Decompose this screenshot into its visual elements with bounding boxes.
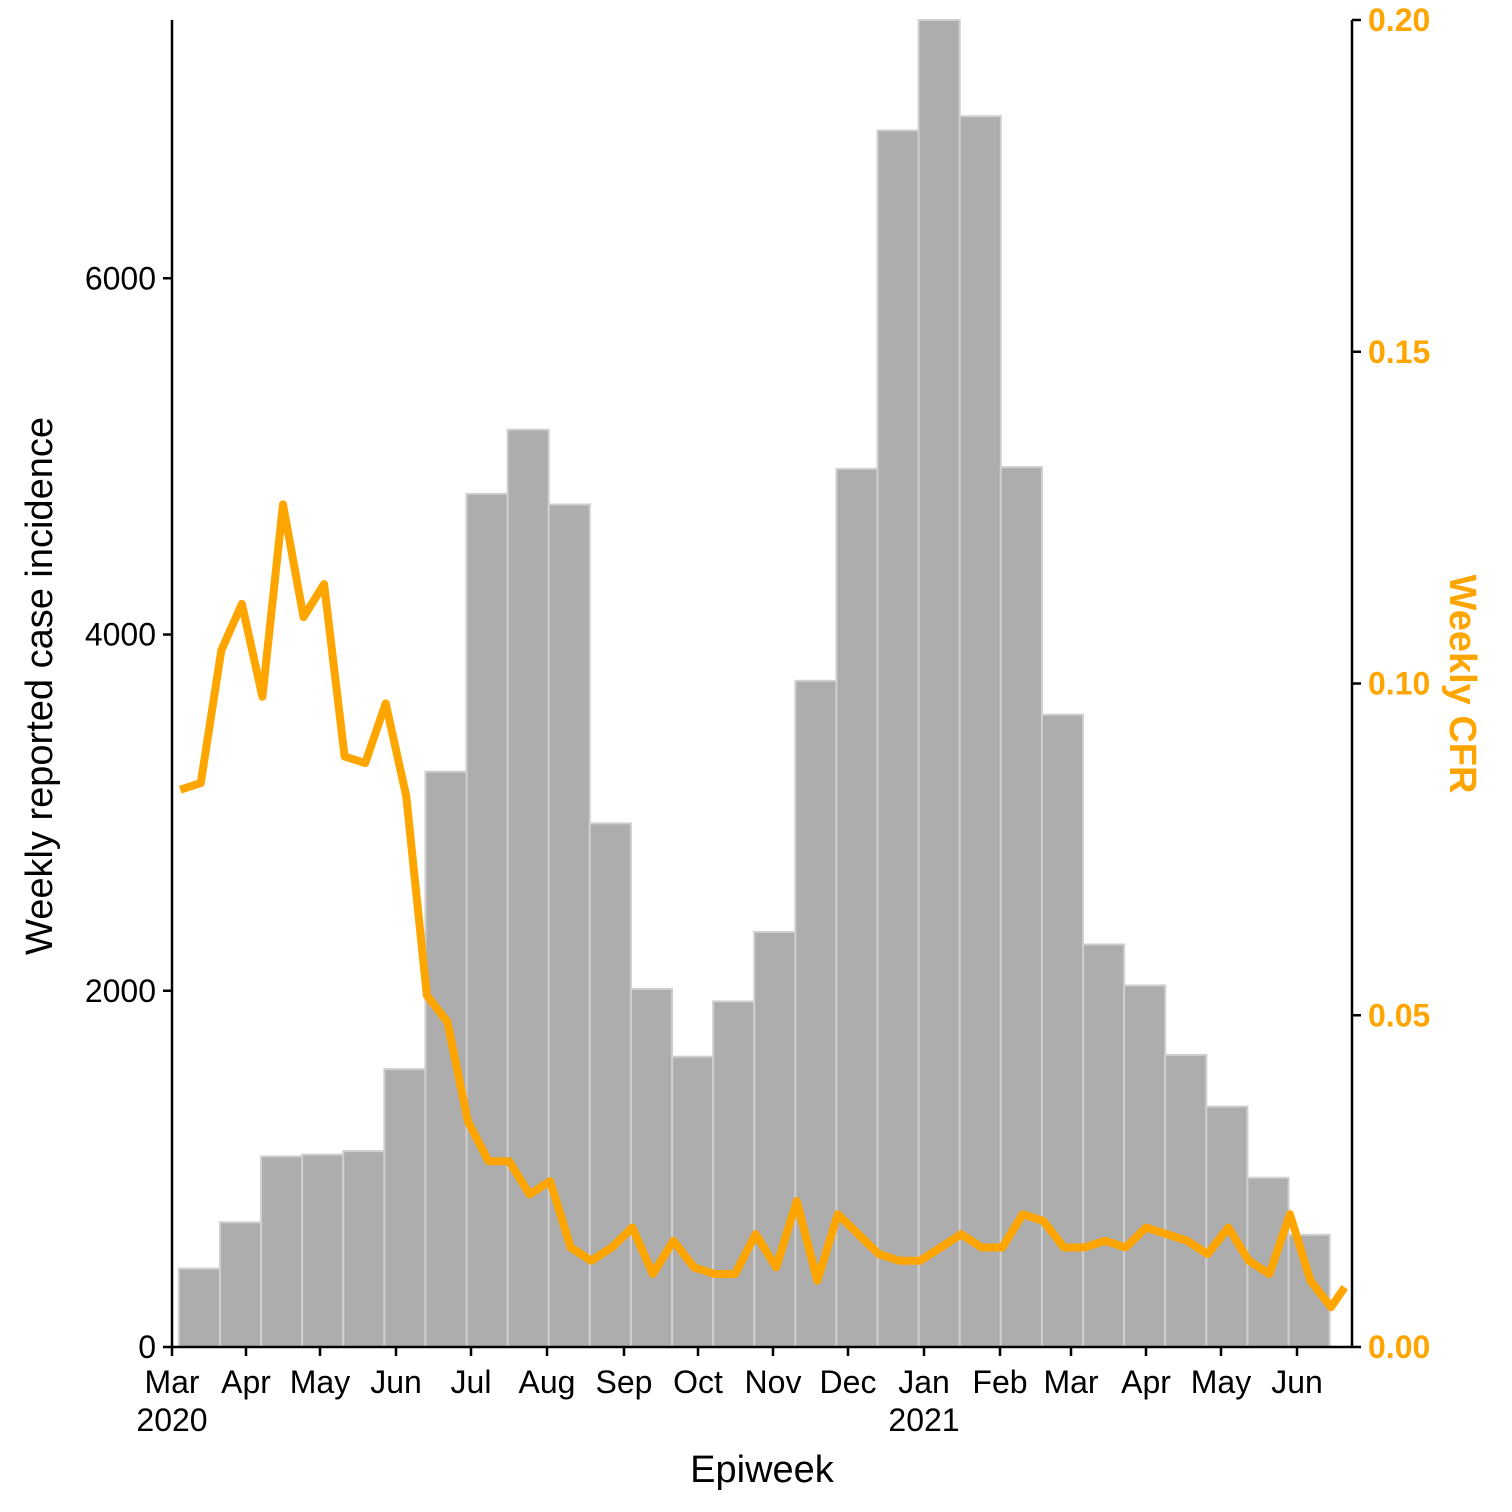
incidence-bar xyxy=(547,503,591,1348)
right-tick-label: 0.20 xyxy=(1368,2,1430,38)
right-tick-label: 0.15 xyxy=(1368,334,1430,370)
incidence-bar xyxy=(588,822,632,1348)
incidence-bar xyxy=(1040,713,1085,1348)
x-tick-label: Apr xyxy=(221,1364,271,1400)
incidence-bar xyxy=(629,987,674,1348)
x-tick-label: Jan xyxy=(898,1364,950,1400)
incidence-bars xyxy=(177,19,1331,1349)
incidence-bar xyxy=(917,19,961,1348)
axis-labels: 0 2000 4000 6000 0.00 0.05 0.10 0.15 0.20 Mar Apr M… xyxy=(19,2,1483,1491)
left-axis-title: Weekly reported case incidence xyxy=(19,417,61,955)
x-tick-label: Dec xyxy=(820,1364,877,1400)
left-tick-label: 6000 xyxy=(85,260,156,296)
cfr-line-layer xyxy=(178,500,1349,1312)
x-year-label: 2020 xyxy=(136,1402,207,1438)
incidence-bar xyxy=(260,1155,304,1349)
incidence-bar xyxy=(301,1153,345,1348)
incidence-bar xyxy=(465,492,509,1348)
x-tick-label: Feb xyxy=(972,1364,1027,1400)
x-tick-label: Mar xyxy=(1043,1364,1098,1400)
right-tick-label: 0.00 xyxy=(1368,1329,1430,1365)
x-tick-label: Sep xyxy=(596,1364,653,1400)
x-tick-label: Aug xyxy=(519,1364,576,1400)
x-tick-label: Jul xyxy=(451,1364,492,1400)
x-tick-label: May xyxy=(1191,1364,1251,1400)
right-tick-label: 0.05 xyxy=(1368,997,1430,1033)
x-tick-label: Jun xyxy=(1271,1364,1323,1400)
incidence-bar xyxy=(876,129,920,1348)
x-tick-label: Apr xyxy=(1121,1364,1171,1400)
incidence-bar xyxy=(383,1068,427,1349)
cfr-line xyxy=(178,500,1349,1312)
x-tick-label: Mar xyxy=(144,1364,199,1400)
incidence-bar xyxy=(424,770,468,1348)
x-tick-label: Oct xyxy=(673,1364,723,1400)
incidence-bar xyxy=(1287,1233,1331,1349)
incidence-bar xyxy=(835,467,879,1348)
x-axis-title: Epiweek xyxy=(690,1449,835,1491)
incidence-bar xyxy=(1123,984,1167,1349)
incidence-bar xyxy=(1082,943,1126,1348)
left-tick-label: 4000 xyxy=(85,617,156,653)
incidence-bar xyxy=(218,1221,263,1348)
incidence-bar xyxy=(342,1150,386,1349)
incidence-bar xyxy=(712,1000,756,1348)
x-tick-label: Nov xyxy=(745,1364,802,1400)
x-year-label: 2021 xyxy=(888,1402,959,1438)
right-tick-label: 0.10 xyxy=(1368,666,1430,702)
right-axis-title: Weekly CFR xyxy=(1441,575,1483,794)
left-tick-label: 2000 xyxy=(85,973,156,1009)
incidence-bar xyxy=(177,1267,221,1348)
axes xyxy=(163,18,1361,1356)
left-tick-label: 0 xyxy=(138,1329,156,1365)
incidence-bar xyxy=(753,930,797,1348)
incidence-bar xyxy=(506,428,550,1348)
incidence-bar xyxy=(1164,1053,1208,1348)
incidence-bar xyxy=(671,1055,715,1348)
x-tick-label: Jun xyxy=(370,1364,422,1400)
x-tick-label: May xyxy=(290,1364,350,1400)
incidence-bar xyxy=(958,115,1002,1349)
